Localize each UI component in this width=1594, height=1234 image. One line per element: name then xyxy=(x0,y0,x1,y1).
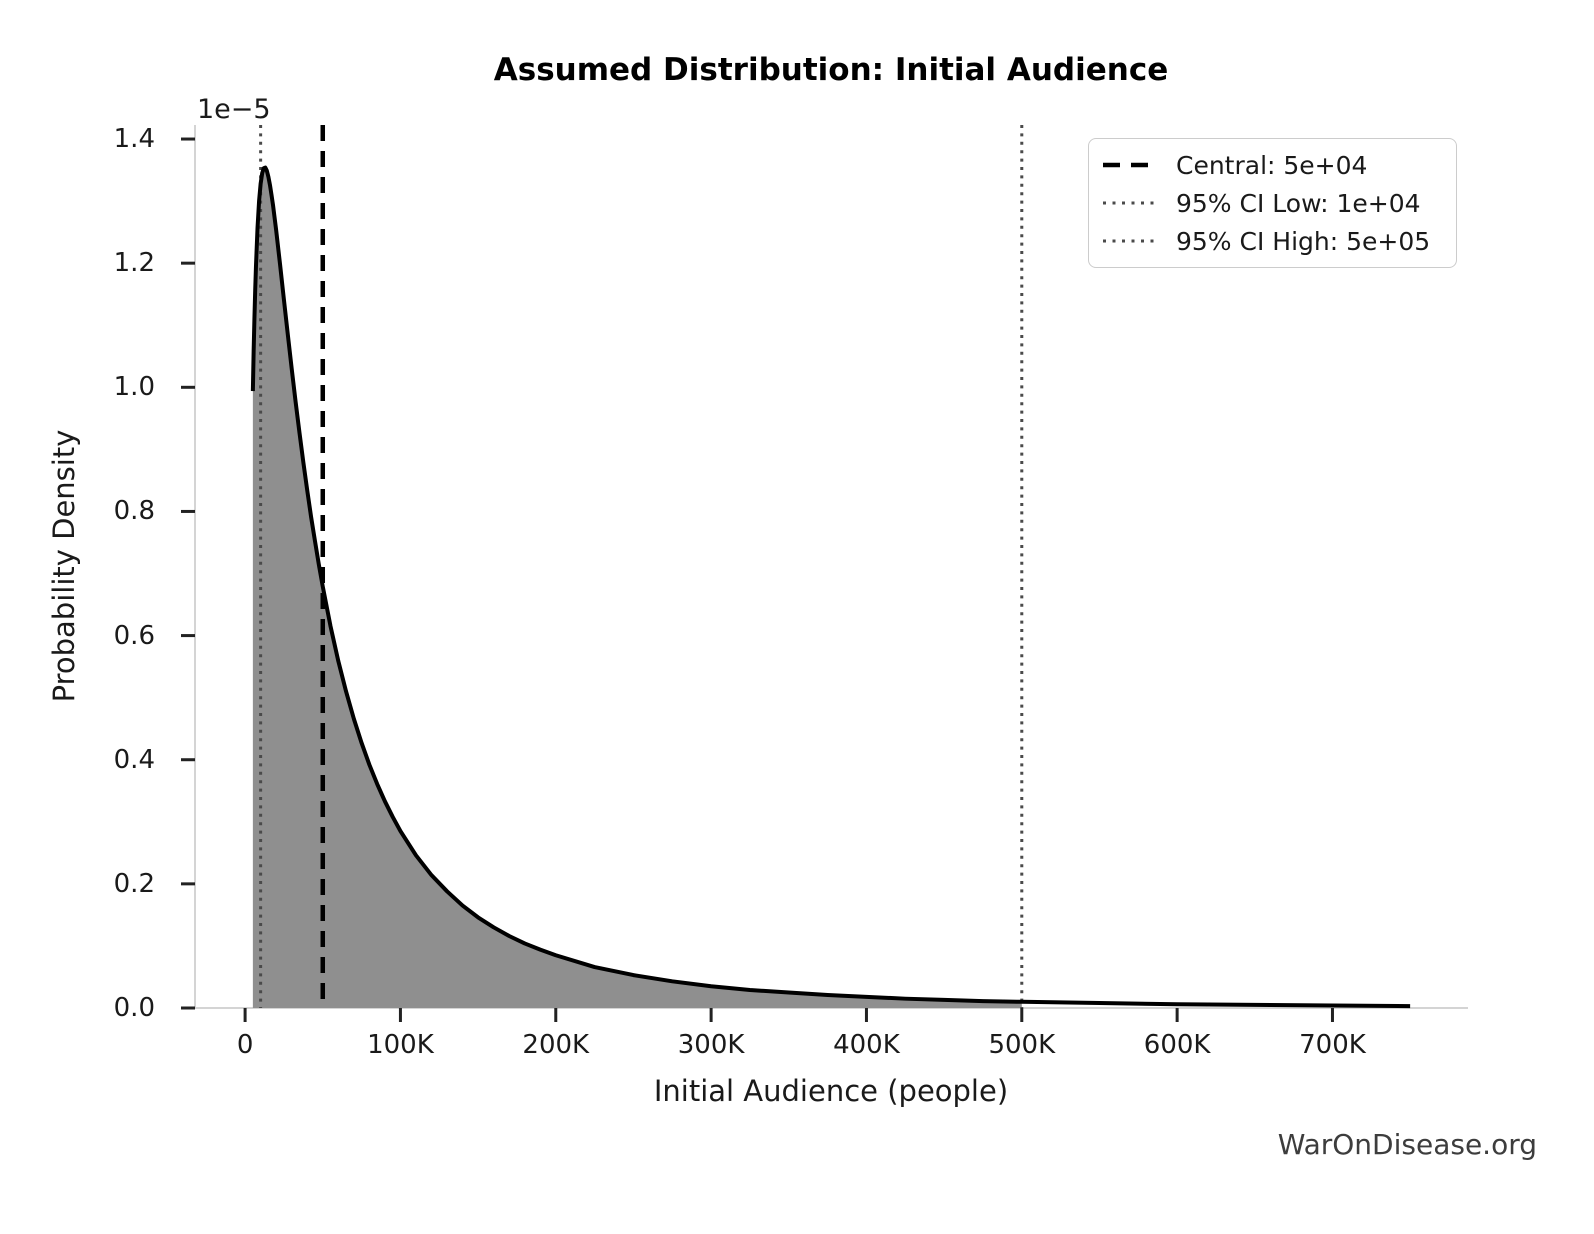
legend-label-central: Central: 5e+04 xyxy=(1176,150,1368,180)
watermark: WarOnDisease.org xyxy=(1277,1128,1537,1161)
dotted-line-sample-icon xyxy=(1103,201,1159,205)
y-axis-offset-text: 1e−5 xyxy=(197,94,271,125)
y-tick-label: 0.4 xyxy=(113,744,155,775)
chart-title: Assumed Distribution: Initial Audience xyxy=(493,52,1169,88)
legend-item-ci-high: 95% CI High: 5e+05 xyxy=(1103,222,1442,260)
x-tick-label: 600K xyxy=(1143,1030,1211,1060)
x-tick-label: 100K xyxy=(367,1030,434,1060)
legend: Central: 5e+04 95% CI Low: 1e+04 95% CI … xyxy=(1088,138,1457,268)
legend-item-central: Central: 5e+04 xyxy=(1103,146,1442,184)
y-tick-label: 1.2 xyxy=(113,248,155,279)
y-tick-label: 0.8 xyxy=(113,496,155,527)
y-tick-label: 1.0 xyxy=(113,372,155,403)
shaded-area xyxy=(252,167,1022,1008)
legend-label-ci-low: 95% CI Low: 1e+04 xyxy=(1176,188,1421,218)
y-axis-label: Probability Density xyxy=(47,429,81,703)
legend-item-ci-low: 95% CI Low: 1e+04 xyxy=(1103,184,1442,222)
dotted-line-sample-icon xyxy=(1103,239,1159,243)
legend-label-ci-high: 95% CI High: 5e+05 xyxy=(1176,226,1431,256)
y-tick-label: 0.2 xyxy=(113,868,155,899)
x-tick-label: 300K xyxy=(677,1030,745,1060)
x-tick-label: 400K xyxy=(833,1030,900,1060)
x-tick-label: 700K xyxy=(1299,1030,1366,1060)
y-tick-label: 0.6 xyxy=(113,620,155,651)
dashed-line-sample-icon xyxy=(1103,162,1159,168)
y-tick-label: 1.4 xyxy=(113,124,155,155)
x-tick-label: 0 xyxy=(236,1030,254,1060)
x-axis-label: Initial Audience (people) xyxy=(653,1074,1009,1108)
x-tick-label: 200K xyxy=(522,1030,590,1060)
x-tick-label: 500K xyxy=(988,1030,1056,1060)
y-tick-label: 0.0 xyxy=(113,993,155,1023)
density-curve xyxy=(250,165,1411,1009)
